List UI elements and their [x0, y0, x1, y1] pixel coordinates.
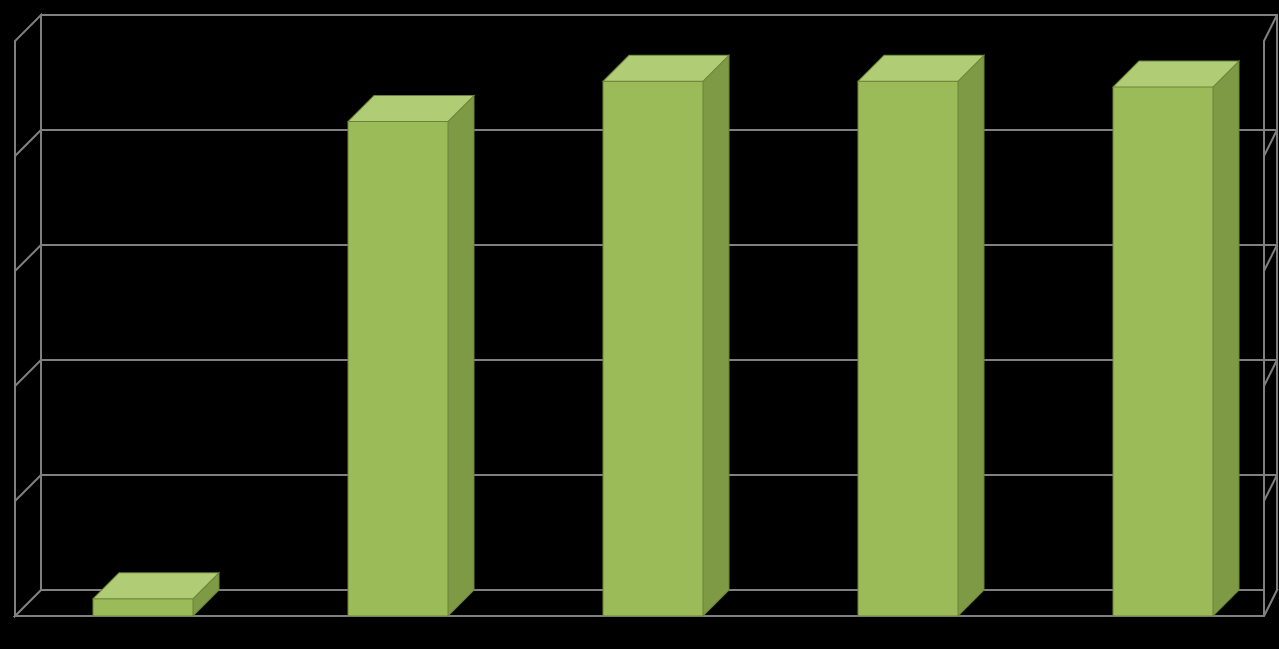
bar-chart-3d [0, 0, 1279, 649]
bar [1113, 61, 1239, 616]
bar [603, 55, 729, 616]
bar [93, 573, 219, 616]
bar [348, 96, 474, 617]
bar [858, 55, 984, 616]
